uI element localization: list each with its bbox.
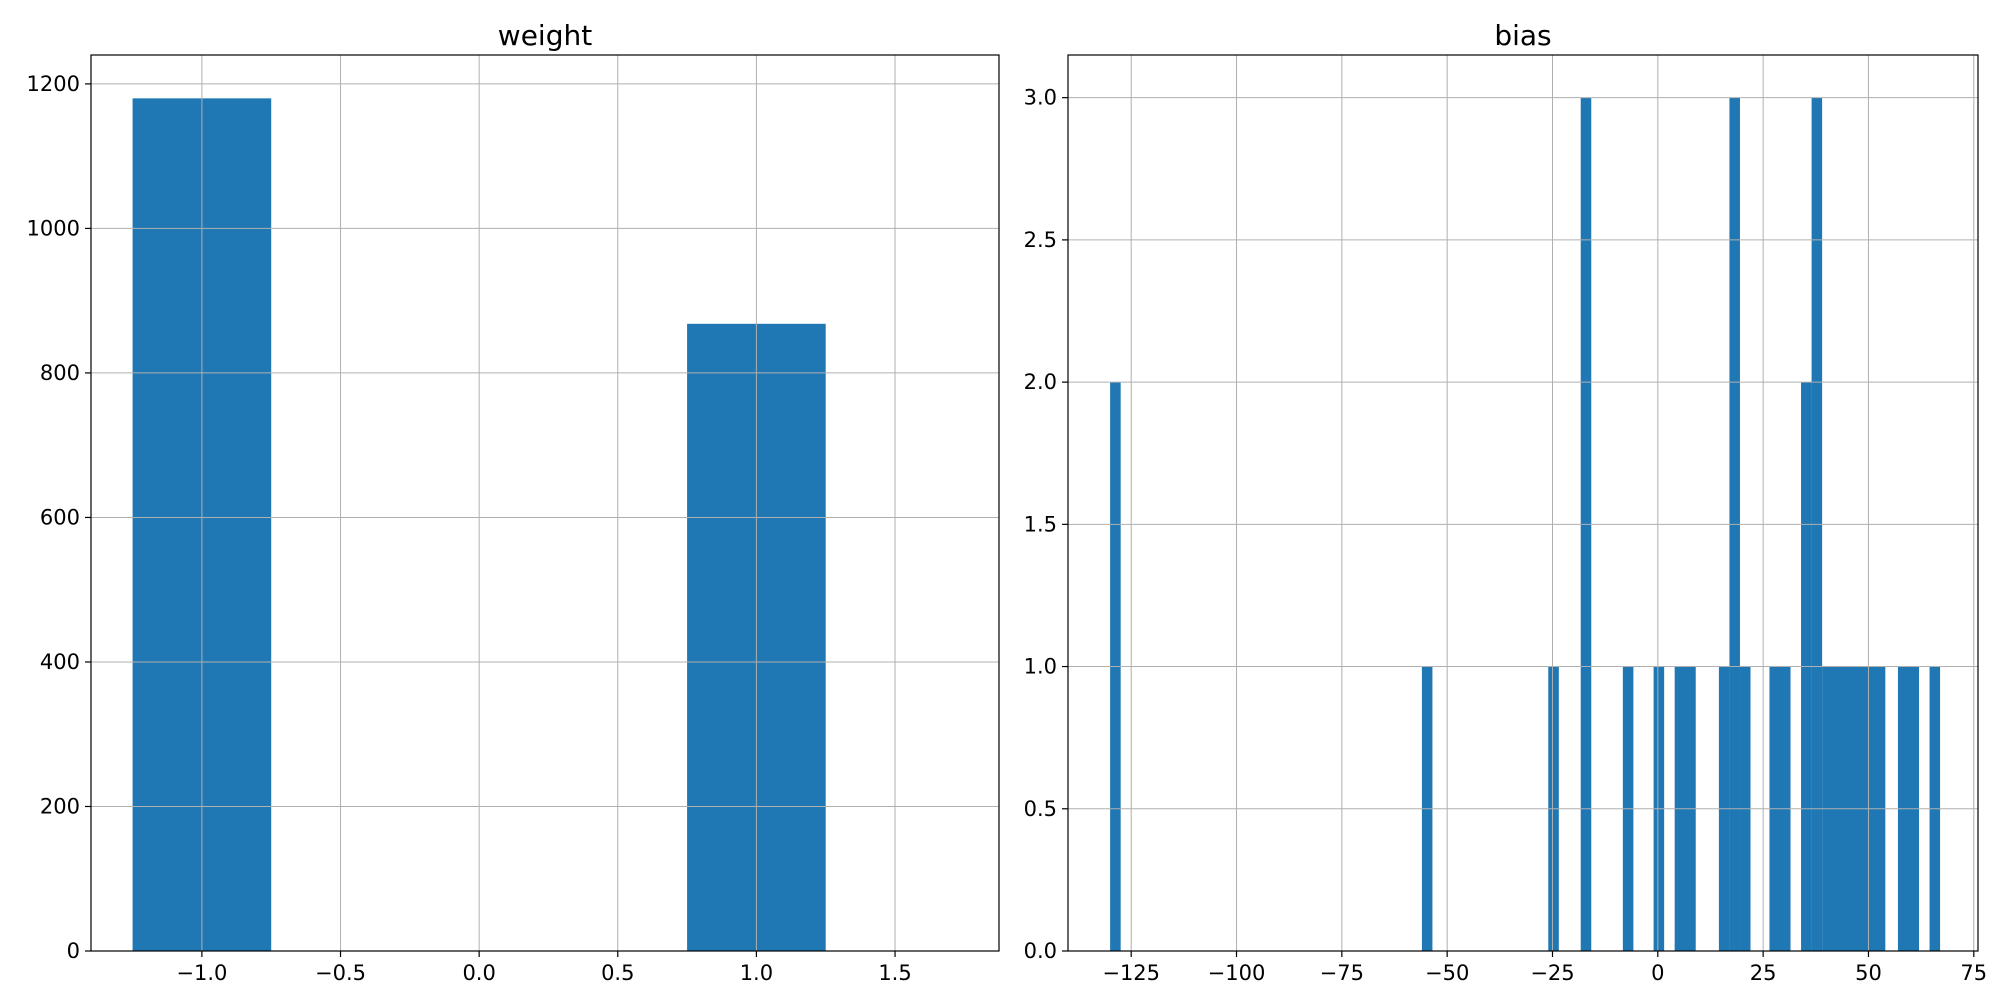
- bias-y-tick-label: 0.5: [1024, 797, 1057, 821]
- weight-histogram-panel: −1.0 −0.5 0.0 0.5 1.0 1.5 0 200 400 600 800 1000 120…: [27, 19, 1000, 985]
- weight-chart-title: weight: [498, 19, 592, 52]
- bias-y-tick-label: 1.5: [1024, 512, 1057, 536]
- weight-x-tick-label: 1.5: [878, 961, 911, 985]
- bias-x-tick-label: 50: [1855, 961, 1882, 985]
- bias-x-tick-label: 75: [1960, 961, 1987, 985]
- bias-x-tick-label: 25: [1750, 961, 1777, 985]
- bias-x-tick-label: −125: [1102, 961, 1160, 985]
- weight-x-tick-label: 0.5: [601, 961, 634, 985]
- weight-x-tick-label: 1.0: [740, 961, 773, 985]
- weight-y-tick-label: 400: [40, 650, 80, 674]
- bias-x-tick-label: −100: [1208, 961, 1266, 985]
- bias-x-tick-label: −50: [1425, 961, 1469, 985]
- weight-axes-frame: [90, 54, 1000, 952]
- weight-y-tick-label: 800: [40, 361, 80, 385]
- bias-y-tick-label: 2.0: [1024, 370, 1057, 394]
- bias-chart-title: bias: [1494, 19, 1551, 52]
- weight-x-tick-label: 0.0: [462, 961, 495, 985]
- weight-x-tick-label: −0.5: [315, 961, 366, 985]
- weight-x-tick-label: −1.0: [176, 961, 227, 985]
- weight-y-tick-label: 0: [67, 939, 80, 963]
- bias-histogram-panel: −125 −100 −75 −50 −25 0 25 50 75 0.0 0.5 1.0 1.5 2.0 2…: [1024, 19, 1988, 985]
- weight-y-tick-label: 1000: [27, 216, 80, 240]
- bias-x-tick-label: 0: [1651, 961, 1664, 985]
- bias-y-tick-label: 3.0: [1024, 86, 1057, 110]
- bias-y-tick-label: 1.0: [1024, 655, 1057, 679]
- bias-axes-frame: [1067, 54, 1979, 952]
- weight-y-tick-label: 200: [40, 794, 80, 818]
- bias-x-tick-label: −25: [1530, 961, 1574, 985]
- weight-y-tick-label: 600: [40, 505, 80, 529]
- bias-y-tick-label: 2.5: [1024, 228, 1057, 252]
- bias-y-tick-label: 0.0: [1024, 939, 1057, 963]
- bias-x-tick-label: −75: [1320, 961, 1364, 985]
- weight-y-tick-label: 1200: [27, 72, 80, 96]
